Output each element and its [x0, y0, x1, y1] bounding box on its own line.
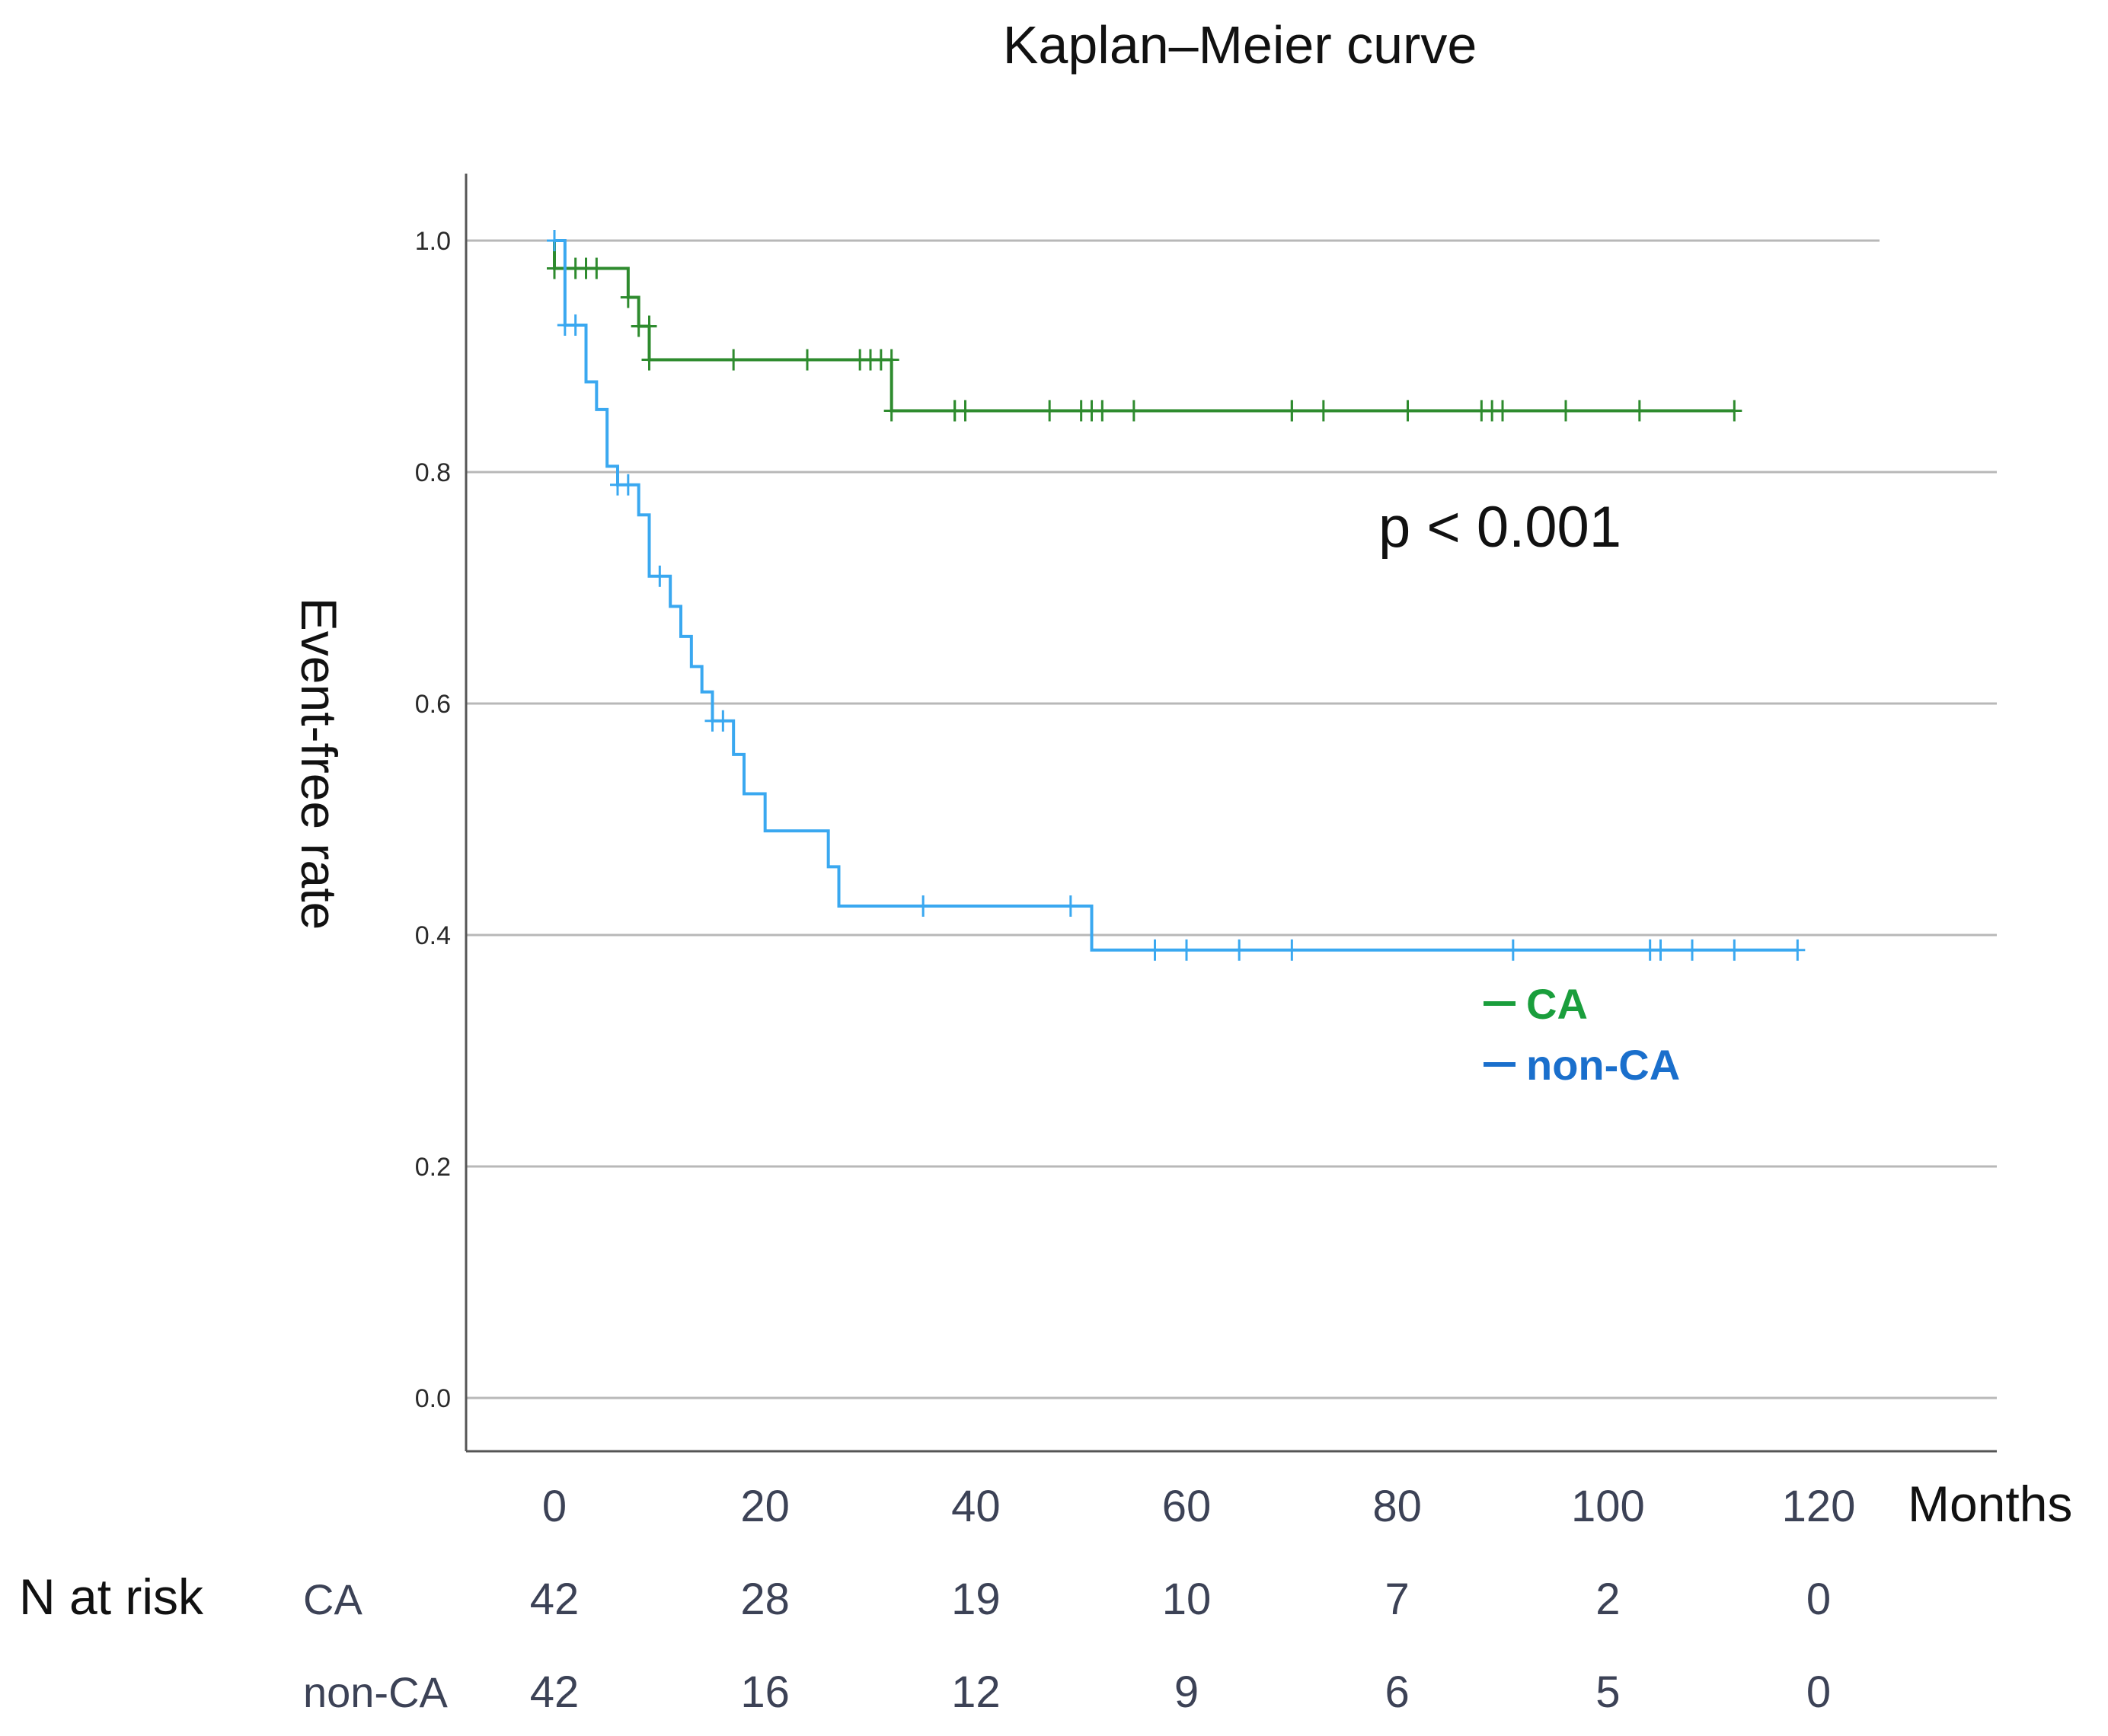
- censor-mark-non-ca: [652, 565, 668, 587]
- censor-mark-non-ca: [915, 895, 931, 917]
- y-tick-label: 0.2: [415, 1153, 451, 1182]
- censor-mark-non-ca: [715, 710, 731, 732]
- x-tick-label: 120: [1782, 1482, 1856, 1531]
- censor-mark-ca: [1042, 400, 1058, 422]
- risk-table: N at risk CA non-CA 42 28 19 10 7 2 0 42 16 12 9 6 5…: [19, 1568, 1831, 1717]
- y-tick-label: 0.0: [415, 1384, 451, 1413]
- censor-mark-ca: [1284, 400, 1300, 422]
- censor-mark-non-ca: [620, 474, 636, 496]
- x-tick-label: 100: [1571, 1482, 1645, 1531]
- censor-mark-non-ca: [1231, 939, 1247, 961]
- x-tick-label: 20: [740, 1482, 790, 1531]
- censor-mark-ca: [1126, 400, 1142, 422]
- censor-mark-ca: [883, 349, 899, 371]
- censor-mark-non-ca: [1284, 939, 1300, 961]
- censor-mark-ca: [726, 349, 742, 371]
- risk-value-non-ca: 5: [1595, 1667, 1620, 1717]
- x-tick-label: 60: [1162, 1482, 1212, 1531]
- risk-value-ca: 42: [530, 1575, 580, 1624]
- curve-ca: [553, 241, 1735, 413]
- risk-value-non-ca: 0: [1806, 1667, 1831, 1717]
- risk-value-ca: 10: [1162, 1575, 1212, 1624]
- censor-mark-ca: [1631, 400, 1647, 422]
- censor-mark-ca: [957, 400, 973, 422]
- risk-table-header: N at risk: [19, 1568, 204, 1625]
- risk-row-name-non-ca: non-CA: [303, 1668, 449, 1716]
- risk-row-name-ca: CA: [303, 1575, 363, 1623]
- risk-values: 42 28 19 10 7 2 0 42 16 12 9 6 5 0: [530, 1575, 1831, 1717]
- censor-mark-non-ca: [1790, 939, 1806, 961]
- x-tick-labels: 0 20 40 60 80 100 120: [542, 1482, 1856, 1531]
- censor-mark-non-ca: [1685, 939, 1700, 961]
- x-tick-label: 0: [542, 1482, 567, 1531]
- censor-mark-ca: [589, 257, 605, 279]
- risk-value-ca: 2: [1595, 1575, 1620, 1624]
- risk-value-ca: 19: [951, 1575, 1001, 1624]
- y-tick-label: 0.4: [415, 921, 451, 950]
- censor-mark-non-ca: [1505, 939, 1521, 961]
- survival-curves: [547, 230, 1806, 961]
- risk-value-ca: 28: [740, 1575, 790, 1624]
- risk-value-non-ca: 6: [1385, 1667, 1410, 1717]
- x-tick-label: 40: [951, 1482, 1001, 1531]
- risk-value-non-ca: 42: [530, 1667, 580, 1717]
- risk-value-ca: 7: [1385, 1575, 1410, 1624]
- censor-mark-ca: [1726, 400, 1742, 422]
- censor-mark-non-ca: [1062, 895, 1078, 917]
- y-tick-label: 1.0: [415, 227, 451, 256]
- censor-mark-ca: [641, 349, 657, 371]
- risk-value-non-ca: 16: [740, 1667, 790, 1717]
- censor-mark-ca: [547, 257, 562, 279]
- censor-mark-non-ca: [1653, 939, 1669, 961]
- y-tick-label: 0.8: [415, 458, 451, 487]
- censor-mark-ca: [1315, 400, 1331, 422]
- censor-mark-non-ca: [567, 314, 583, 336]
- censor-mark-ca: [620, 286, 636, 308]
- x-axis-unit-label: Months: [1908, 1476, 2072, 1532]
- y-tick-labels: 0.0 0.2 0.4 0.6 0.8 1.0: [415, 227, 451, 1413]
- censor-mark-ca: [1094, 400, 1110, 422]
- axes: [465, 174, 1997, 1453]
- y-tick-label: 0.6: [415, 690, 451, 719]
- censor-mark-non-ca: [1179, 939, 1194, 961]
- risk-value-ca: 0: [1806, 1575, 1831, 1624]
- x-tick-label: 80: [1372, 1482, 1422, 1531]
- censor-mark-non-ca: [547, 230, 562, 251]
- censor-mark-ca: [883, 400, 899, 422]
- censor-mark-non-ca: [1147, 939, 1163, 961]
- risk-value-non-ca: 12: [951, 1667, 1001, 1717]
- y-axis-label: Event-free rate: [291, 598, 347, 930]
- censor-mark-ca: [641, 315, 657, 337]
- p-value-annotation: p < 0.001: [1378, 495, 1621, 560]
- legend: CA non-CA: [1484, 980, 1680, 1089]
- censor-mark-ca: [1495, 400, 1510, 422]
- legend-label-non-ca: non-CA: [1526, 1041, 1680, 1089]
- censor-mark-ca: [1558, 400, 1573, 422]
- censor-mark-ca: [800, 349, 815, 371]
- chart-title: Kaplan–Meier curve: [1003, 15, 1477, 75]
- censor-mark-ca: [1400, 400, 1416, 422]
- gridlines: [466, 239, 1997, 1399]
- curve-non-ca: [554, 239, 1798, 952]
- risk-value-non-ca: 9: [1174, 1667, 1199, 1717]
- legend-label-ca: CA: [1526, 980, 1588, 1028]
- censor-mark-non-ca: [1726, 939, 1742, 961]
